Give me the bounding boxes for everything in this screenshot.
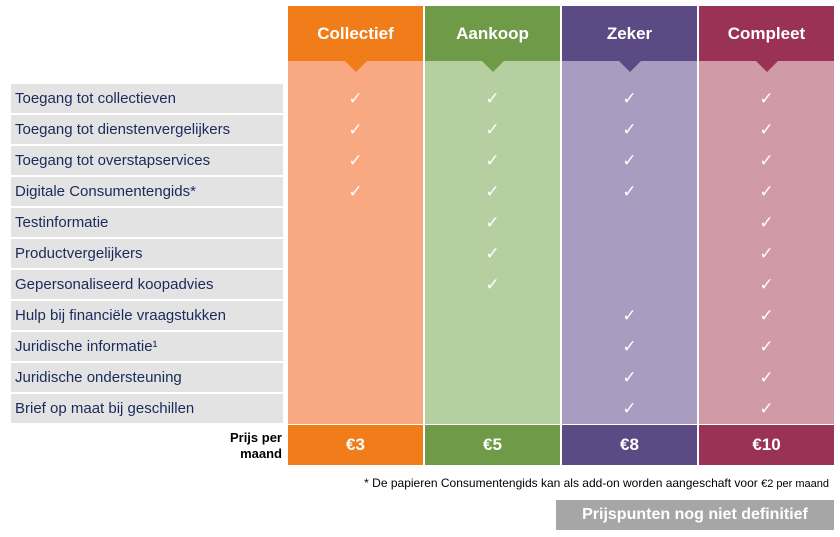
check-icon: ✓	[622, 398, 637, 418]
plan-column-aankoop	[425, 61, 560, 424]
check-icon: ✓	[759, 119, 774, 139]
feature-row: Digitale Consumentengids*	[11, 177, 283, 206]
check-icon: ✓	[759, 305, 774, 325]
not-final-stamp: Prijspunten nog niet definitief	[556, 500, 834, 530]
plan-header-zeker: Zeker	[562, 6, 697, 61]
feature-row: Toegang tot dienstenvergelijkers	[11, 115, 283, 144]
check-icon: ✓	[759, 88, 774, 108]
plan-column-compleet	[699, 61, 834, 424]
plan-header-collectief: Collectief	[288, 6, 423, 61]
check-icon: ✓	[348, 119, 363, 139]
plan-header-pointer	[481, 61, 504, 72]
plan-header-pointer	[618, 61, 641, 72]
check-icon: ✓	[759, 367, 774, 387]
plan-header-compleet: Compleet	[699, 6, 834, 61]
feature-row: Juridische ondersteuning	[11, 363, 283, 392]
check-icon: ✓	[485, 181, 500, 201]
feature-row: Juridische informatie¹	[11, 332, 283, 361]
feature-row: Testinformatie	[11, 208, 283, 237]
check-icon: ✓	[485, 119, 500, 139]
plan-header-pointer	[755, 61, 778, 72]
plan-column-collectief	[288, 61, 423, 424]
check-icon: ✓	[622, 305, 637, 325]
feature-row: Toegang tot collectieven	[11, 84, 283, 113]
price-collectief: €3	[288, 425, 423, 465]
check-icon: ✓	[622, 367, 637, 387]
check-icon: ✓	[759, 398, 774, 418]
footnote: * De papieren Consumentengids kan als ad…	[364, 476, 829, 490]
check-icon: ✓	[759, 274, 774, 294]
price-per-month-label: Prijs per maand	[229, 430, 282, 461]
check-icon: ✓	[622, 150, 637, 170]
feature-row: Hulp bij financiële vraagstukken	[11, 301, 283, 330]
check-icon: ✓	[348, 88, 363, 108]
plan-header-pointer	[344, 61, 367, 72]
check-icon: ✓	[759, 243, 774, 263]
check-icon: ✓	[485, 243, 500, 263]
plan-column-zeker	[562, 61, 697, 424]
feature-row: Productvergelijkers	[11, 239, 283, 268]
check-icon: ✓	[485, 150, 500, 170]
feature-row: Brief op maat bij geschillen	[11, 394, 283, 423]
check-icon: ✓	[622, 119, 637, 139]
plan-header-aankoop: Aankoop	[425, 6, 560, 61]
price-zeker: €8	[562, 425, 697, 465]
price-compleet: €10	[699, 425, 834, 465]
feature-row: Gepersonaliseerd koopadvies	[11, 270, 283, 299]
check-icon: ✓	[759, 181, 774, 201]
check-icon: ✓	[759, 212, 774, 232]
check-icon: ✓	[485, 88, 500, 108]
check-icon: ✓	[622, 181, 637, 201]
check-icon: ✓	[759, 336, 774, 356]
check-icon: ✓	[348, 150, 363, 170]
check-icon: ✓	[485, 274, 500, 294]
check-icon: ✓	[485, 212, 500, 232]
check-icon: ✓	[348, 181, 363, 201]
price-aankoop: €5	[425, 425, 560, 465]
check-icon: ✓	[622, 88, 637, 108]
check-icon: ✓	[759, 150, 774, 170]
check-icon: ✓	[622, 336, 637, 356]
feature-row: Toegang tot overstapservices	[11, 146, 283, 175]
